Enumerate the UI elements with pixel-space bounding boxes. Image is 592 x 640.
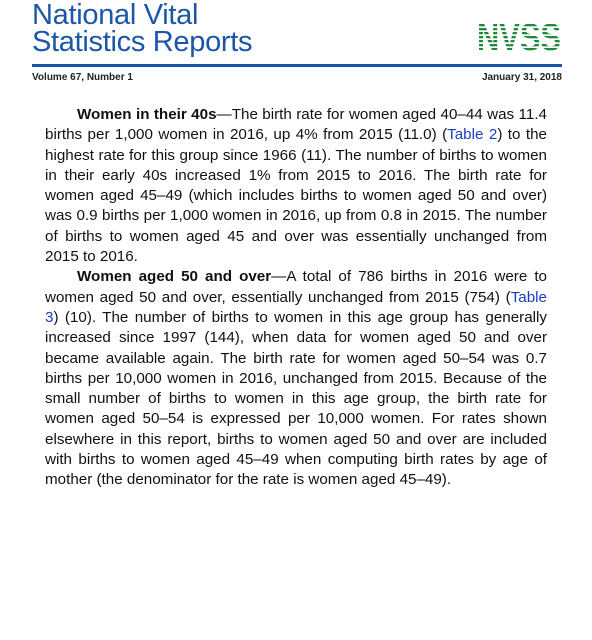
masthead: National Vital Statistics Reports NVSS [32,0,562,64]
nvss-logo-text: NVSS [477,17,561,59]
publication-title: National Vital Statistics Reports [32,0,253,58]
paragraph-text: —A total of 786 births in 2016 were to w… [45,268,547,306]
header-rule [32,64,562,67]
volume-number: Volume 67, Number 1 [32,72,133,83]
nvss-logo: NVSS [477,17,561,59]
title-line-1: National Vital [32,0,199,31]
paragraph-lead: Women aged 50 and over [77,268,272,286]
paragraph-women-40s: Women in their 40s—The birth rate for wo… [45,105,547,267]
article-body: Women in their 40s—The birth rate for wo… [45,105,547,491]
table-3-link[interactable]: Table 3 [45,288,547,326]
paragraph-lead: Women in their 40s [77,106,217,123]
table-2-link[interactable]: Table 2 [447,126,498,144]
paragraph-women-50-over: Women aged 50 and over—A total of 786 bi… [45,267,547,490]
title-line-2: Statistics Reports [32,26,253,58]
paragraph-text: ) to the highest rate for this group sin… [45,126,548,266]
paragraph-text: ) (10). The number of births to women in… [45,308,547,489]
issue-line: Volume 67, Number 1 January 31, 2018 [32,71,562,85]
publication-date: January 31, 2018 [481,72,562,83]
paragraph-text: —The birth rate for women aged 40–44 was… [45,106,547,144]
